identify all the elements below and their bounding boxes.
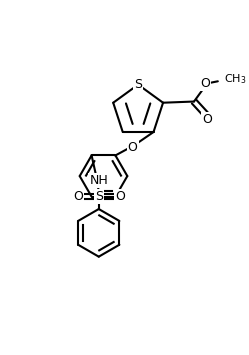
Text: O: O: [128, 141, 137, 154]
Text: O: O: [200, 77, 210, 90]
Text: CH$_3$: CH$_3$: [224, 72, 246, 86]
Text: S: S: [95, 190, 103, 203]
Text: O: O: [115, 190, 125, 203]
Text: O: O: [202, 113, 212, 126]
Text: NH: NH: [89, 174, 108, 187]
Text: O: O: [73, 190, 83, 203]
Text: S: S: [134, 78, 142, 91]
